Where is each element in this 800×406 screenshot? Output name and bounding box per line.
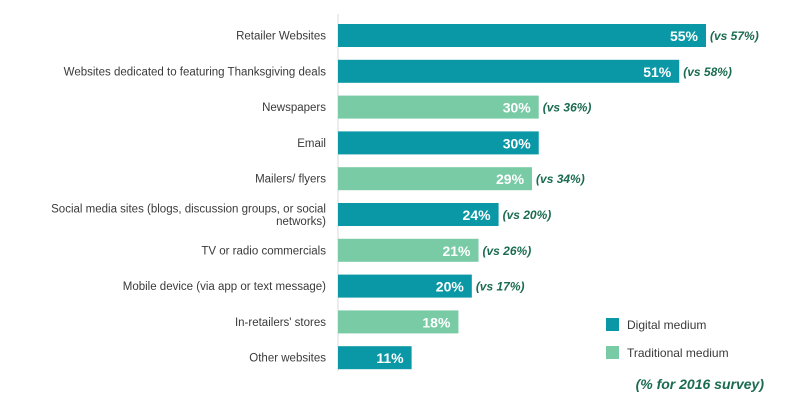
legend-swatch-digital — [606, 318, 619, 331]
category-label: In-retailers' stores — [235, 317, 326, 329]
category-label: Email — [297, 138, 326, 150]
comparison-label: (vs 20%) — [503, 208, 552, 222]
legend: Digital medium Traditional medium — [606, 318, 729, 360]
bar-5 — [338, 167, 533, 191]
comparison-label: (vs 36%) — [543, 101, 592, 115]
legend-label-traditional: Traditional medium — [627, 346, 729, 360]
bar-3 — [338, 95, 539, 119]
comparison-label: (vs 17%) — [476, 280, 525, 294]
bar-value-label: 30% — [503, 100, 532, 116]
survey-note: (% for 2016 survey) — [636, 376, 765, 392]
category-label: Social media sites (blogs, discussion gr… — [51, 203, 326, 228]
comparison-label: (vs 58%) — [683, 65, 732, 79]
comparison-label: (vs 57%) — [710, 29, 759, 43]
bar-10 — [338, 346, 412, 370]
category-label: Retailer Websites — [236, 31, 326, 43]
comparison-label: (vs 26%) — [483, 244, 532, 258]
bar-value-label: 18% — [422, 314, 451, 330]
legend-label-digital: Digital medium — [627, 318, 706, 332]
category-label: Websites dedicated to featuring Thanksgi… — [64, 66, 327, 78]
bar-value-label: 55% — [670, 28, 699, 44]
legend-swatch-traditional — [606, 346, 619, 359]
bar-2 — [338, 59, 680, 83]
category-label: TV or radio commercials — [201, 245, 326, 257]
bar-value-label: 51% — [643, 64, 672, 80]
comparison-label: (vs 34%) — [536, 172, 585, 186]
bar-value-label: 30% — [503, 135, 532, 151]
bar-value-label: 21% — [442, 243, 471, 259]
category-label: Other websites — [249, 353, 326, 365]
bars-layer: Retailer Websites 55% (vs 57%) Websites ded… — [51, 24, 759, 370]
bar-4 — [338, 131, 539, 155]
bar-1 — [338, 24, 706, 47]
bar-6 — [338, 203, 499, 226]
category-label: Mobile device (via app or text message) — [123, 281, 326, 293]
bar-value-label: 29% — [496, 171, 525, 187]
category-label: Mailers/ flyers — [255, 174, 326, 186]
bar-8 — [338, 274, 472, 298]
bar-value-label: 20% — [436, 279, 465, 295]
category-label: Newspapers — [262, 102, 326, 114]
bar-9 — [338, 310, 459, 334]
bar-value-label: 24% — [463, 207, 492, 223]
bar-7 — [338, 238, 479, 262]
bar-value-label: 11% — [376, 350, 404, 366]
